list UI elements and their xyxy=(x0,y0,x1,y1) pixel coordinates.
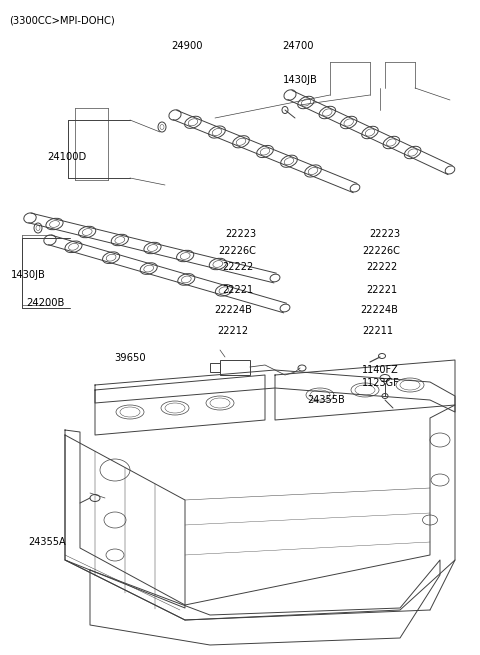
Text: 1430JB: 1430JB xyxy=(283,75,318,85)
Text: 22226C: 22226C xyxy=(362,246,400,256)
Text: 24355B: 24355B xyxy=(307,394,345,405)
Text: 1430JB: 1430JB xyxy=(11,270,46,280)
Text: 22211: 22211 xyxy=(362,326,394,336)
Text: 24900: 24900 xyxy=(171,41,203,51)
Text: 24700: 24700 xyxy=(282,41,313,51)
Text: 22224B: 22224B xyxy=(360,305,398,315)
Text: 22221: 22221 xyxy=(366,285,397,295)
Text: 24355A: 24355A xyxy=(28,537,66,548)
Text: 22212: 22212 xyxy=(217,326,248,336)
Text: 1140FZ: 1140FZ xyxy=(362,365,399,375)
Bar xyxy=(210,363,220,372)
Text: 39650: 39650 xyxy=(114,353,145,364)
Text: 24100D: 24100D xyxy=(48,152,87,162)
Text: 22222: 22222 xyxy=(366,262,397,272)
Text: 22223: 22223 xyxy=(370,229,401,240)
Text: 22223: 22223 xyxy=(226,229,257,240)
Text: 22226C: 22226C xyxy=(218,246,256,256)
Bar xyxy=(220,360,250,375)
Text: 22222: 22222 xyxy=(222,262,253,272)
Text: 22221: 22221 xyxy=(222,285,253,295)
Text: 22224B: 22224B xyxy=(215,305,252,315)
Text: 24200B: 24200B xyxy=(26,297,65,308)
Text: (3300CC>MPI-DOHC): (3300CC>MPI-DOHC) xyxy=(9,16,114,26)
Text: 1123GF: 1123GF xyxy=(362,378,400,388)
